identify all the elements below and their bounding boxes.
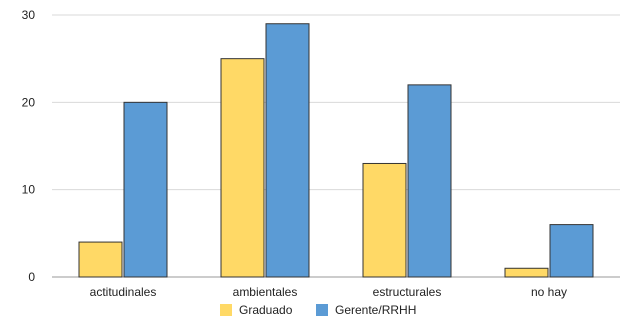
bars xyxy=(78,23,594,278)
y-tick-label: 0 xyxy=(28,270,35,284)
y-tick-label: 10 xyxy=(22,183,36,197)
x-category-label: actitudinales xyxy=(90,285,157,299)
legend-label: Gerente/RRHH xyxy=(335,303,416,317)
y-tick-label: 30 xyxy=(22,8,36,22)
bar-graduado-ambientales xyxy=(220,58,265,278)
y-axis-ticks: 0 10 20 30 xyxy=(22,8,36,284)
bar-gerente-rrhh-actitudinales xyxy=(123,101,168,278)
legend-swatch-gerente-rrhh xyxy=(316,304,328,316)
bar-graduado-no-hay xyxy=(504,267,549,278)
bar-graduado-actitudinales xyxy=(78,241,123,278)
bar-gerente-rrhh-no-hay xyxy=(549,224,594,278)
y-tick-label: 20 xyxy=(22,95,36,109)
bar-gerente-rrhh-ambientales xyxy=(265,23,310,278)
legend-swatch-graduado xyxy=(220,304,232,316)
x-category-label: estructurales xyxy=(373,285,442,299)
legend: Graduado Gerente/RRHH xyxy=(220,303,416,317)
bar-graduado-estructurales xyxy=(362,162,407,278)
legend-label: Graduado xyxy=(239,303,293,317)
x-category-label: ambientales xyxy=(233,285,298,299)
x-category-label: no hay xyxy=(531,285,567,299)
bar-gerente-rrhh-estructurales xyxy=(407,84,452,278)
x-axis-labels: actitudinales ambientales estructurales no … xyxy=(90,285,567,299)
